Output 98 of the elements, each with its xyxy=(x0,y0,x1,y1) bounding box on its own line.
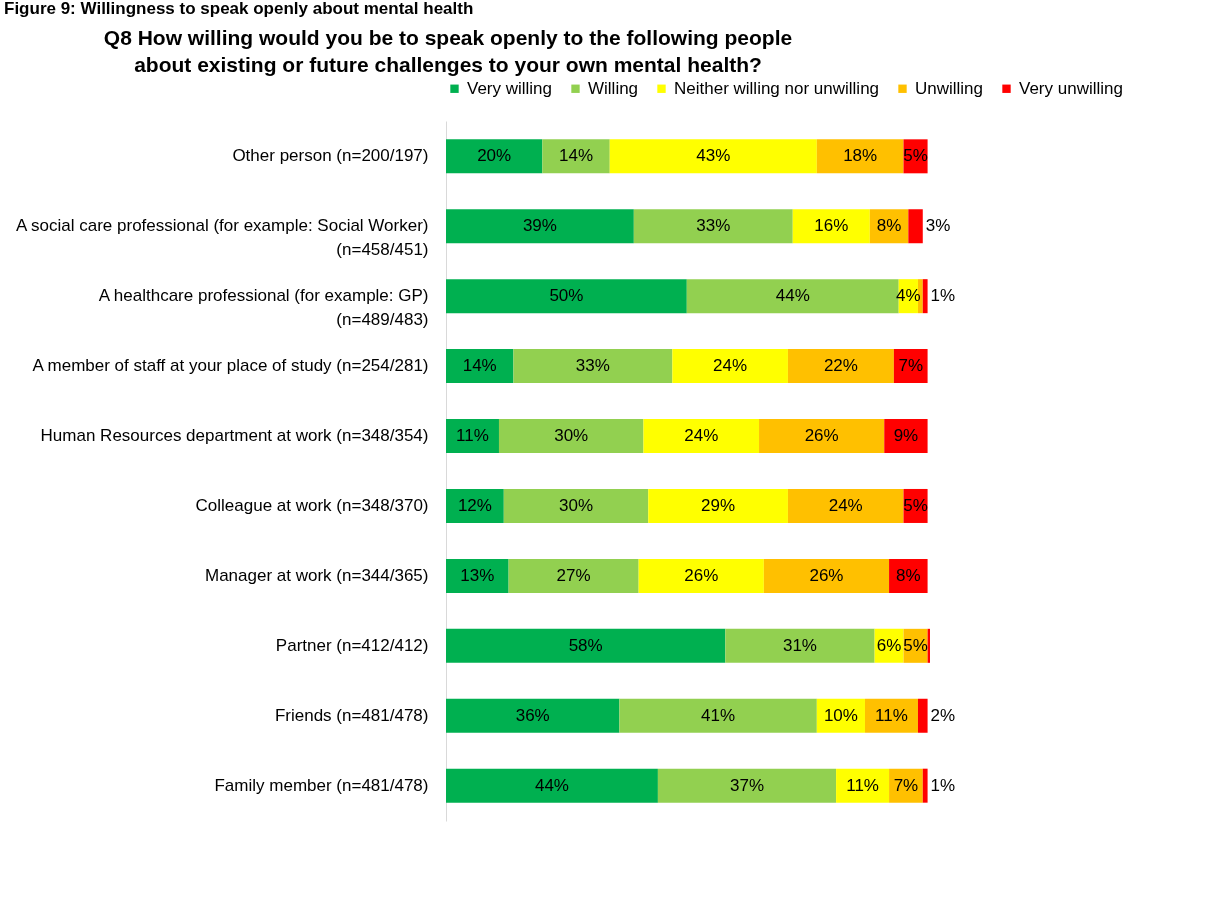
data-label: 39% xyxy=(522,216,557,236)
bar xyxy=(787,488,904,523)
bar xyxy=(657,768,837,803)
data-label: 5% xyxy=(903,146,928,166)
legend-label: Neither willing nor unwilling xyxy=(674,78,880,98)
y-tick-label: A social care professional (for example: Social Worker) (n=458/451) xyxy=(15,216,429,260)
bar xyxy=(643,419,760,454)
bar xyxy=(922,279,928,314)
data-label: 2% xyxy=(930,705,956,725)
bar xyxy=(513,349,673,384)
data-label: 44% xyxy=(534,775,569,795)
bar xyxy=(787,349,894,384)
bar xyxy=(446,488,504,523)
data-label: 11% xyxy=(846,775,879,795)
bar xyxy=(648,488,788,523)
data-label: 26% xyxy=(804,426,839,446)
y-tick-label: Colleague at work (n=348/370) xyxy=(195,495,429,515)
chart-subtitle: Q8 How willing would you be to speak openly to the following people about existing or future challenges to your own mental health? xyxy=(103,26,793,76)
y-tick-label: Manager at work (n=344/365) xyxy=(205,565,429,585)
data-label: 58% xyxy=(568,635,603,655)
data-label: 1% xyxy=(930,286,956,306)
bar xyxy=(446,279,687,314)
data-label: 27% xyxy=(556,565,591,585)
text: Figure 9: Willingness to speak openly about mental health xyxy=(4,0,475,18)
legend-label: Very unwilling xyxy=(1019,78,1123,98)
data-label: 8% xyxy=(876,216,902,236)
bar xyxy=(633,209,793,244)
data-label: 33% xyxy=(575,356,610,376)
data-label: 33% xyxy=(696,216,731,236)
data-label: 44% xyxy=(775,286,810,306)
bar xyxy=(446,139,543,174)
y-tick-label: Family member (n=481/478) xyxy=(214,775,429,795)
bar xyxy=(542,139,610,174)
data-label: 26% xyxy=(684,565,719,585)
bar xyxy=(725,628,875,663)
bar xyxy=(922,768,928,803)
bar xyxy=(446,349,514,384)
y-tick-label: A healthcare professional (for example: GP) (n=489/483) xyxy=(98,286,429,330)
data-label: 22% xyxy=(823,356,858,376)
y-tick-label: Partner (n=412/412) xyxy=(275,635,429,655)
data-label: 13% xyxy=(460,565,495,585)
data-label: 37% xyxy=(729,775,765,795)
data-label: 43% xyxy=(696,146,731,166)
data-label: 29% xyxy=(701,495,736,515)
data-label: 6% xyxy=(876,635,902,655)
y-tick-label: Friends (n=481/478) xyxy=(274,705,429,725)
legend-label: Willing xyxy=(588,78,639,98)
data-label: 7% xyxy=(893,775,919,795)
bar xyxy=(446,698,620,733)
bar xyxy=(908,209,923,244)
bar xyxy=(446,558,509,593)
bar xyxy=(508,558,639,593)
data-label: 24% xyxy=(684,426,719,446)
data-label: 16% xyxy=(814,216,849,236)
bar xyxy=(638,558,764,593)
data-label: 18% xyxy=(843,146,878,166)
data-label: 9% xyxy=(893,426,919,446)
data-label: 10% xyxy=(823,705,858,725)
data-label: 14% xyxy=(559,146,594,166)
data-label: 26% xyxy=(809,565,844,585)
bar xyxy=(816,139,904,174)
y-tick-label: A member of staff at your place of study (n=254/281) xyxy=(32,356,429,376)
data-label: 41% xyxy=(701,705,736,725)
data-label: 3% xyxy=(925,216,951,236)
data-label: 24% xyxy=(828,495,863,515)
data-label: 14% xyxy=(462,356,497,376)
y-tick-label: Other person (n=200/197) xyxy=(232,146,429,166)
bar xyxy=(763,558,890,593)
data-label: 50% xyxy=(549,286,584,306)
data-label: 20% xyxy=(477,146,512,166)
bar xyxy=(672,349,788,384)
data-label: 30% xyxy=(559,495,594,515)
bar xyxy=(446,768,658,803)
bar xyxy=(759,419,885,454)
bar xyxy=(503,488,649,523)
data-label: 30% xyxy=(554,426,589,446)
data-label: 1% xyxy=(930,775,956,795)
bar xyxy=(498,419,644,454)
y-tick-label: Human Resources department at work (n=348/354) xyxy=(40,426,429,446)
data-label: 11% xyxy=(456,426,489,446)
data-label: 5% xyxy=(903,495,928,515)
bar xyxy=(446,209,634,244)
data-label: 7% xyxy=(898,356,924,376)
bar xyxy=(917,698,928,733)
bar xyxy=(446,628,726,663)
legend-label: Very willing xyxy=(467,78,553,98)
data-label: 31% xyxy=(782,635,817,655)
data-label: 11% xyxy=(875,705,908,725)
data-label: 4% xyxy=(896,286,921,306)
bar xyxy=(792,209,870,244)
data-label: 24% xyxy=(713,356,748,376)
data-label: 5% xyxy=(903,635,928,655)
data-label: 8% xyxy=(896,565,921,585)
data-label: 36% xyxy=(515,705,550,725)
legend-label: Unwilling xyxy=(915,78,984,98)
bar xyxy=(619,698,817,733)
data-label: 12% xyxy=(457,495,492,515)
bar xyxy=(609,139,817,174)
